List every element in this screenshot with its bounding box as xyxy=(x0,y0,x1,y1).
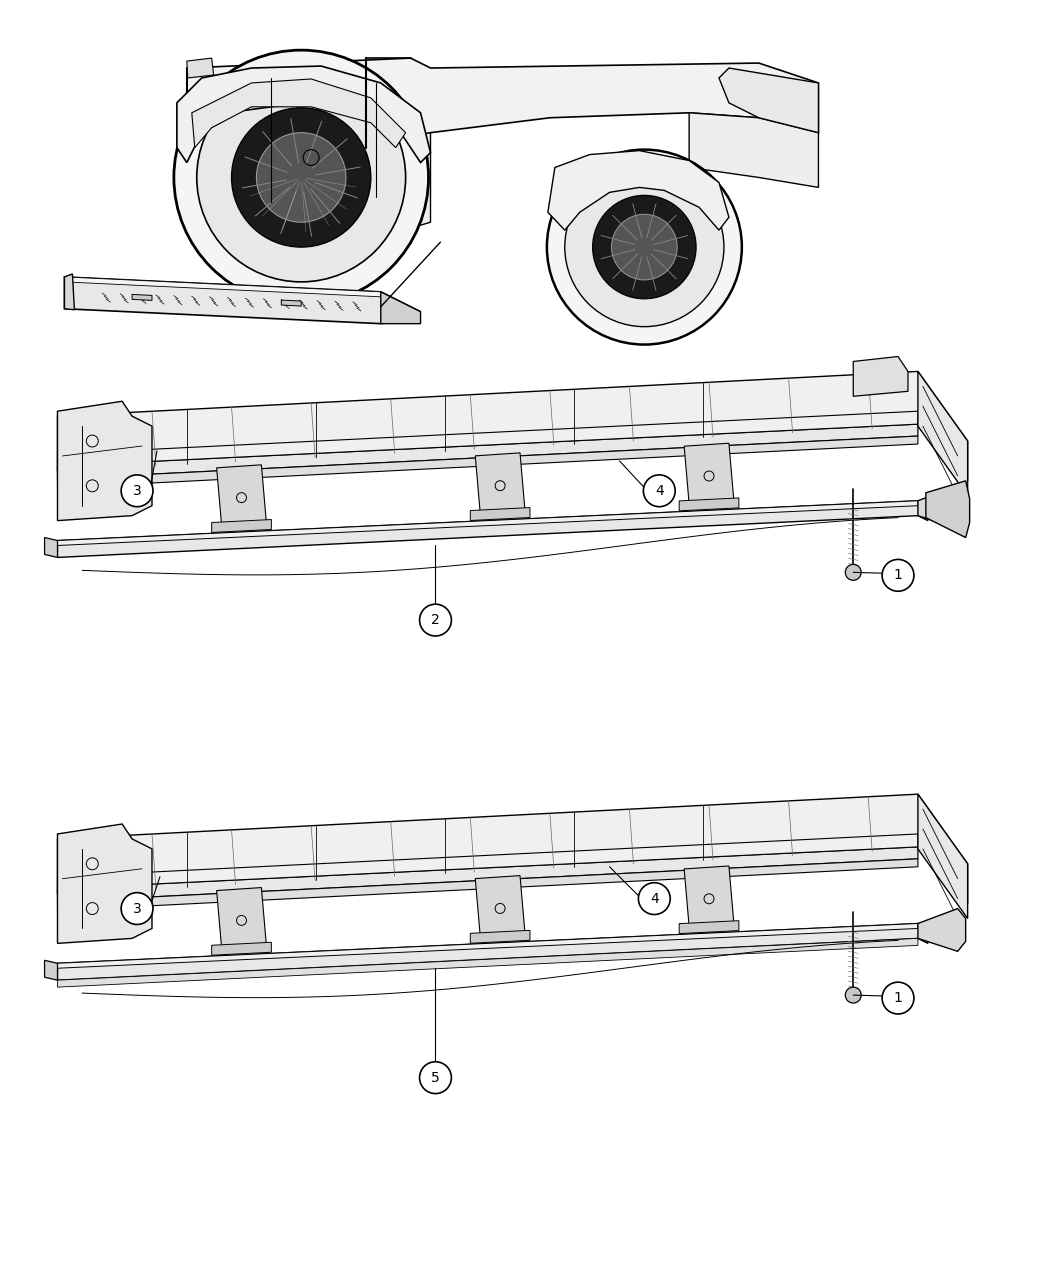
Text: 4: 4 xyxy=(650,891,658,905)
Polygon shape xyxy=(685,866,734,927)
Polygon shape xyxy=(679,921,739,933)
Polygon shape xyxy=(212,942,271,955)
Polygon shape xyxy=(187,59,818,148)
Circle shape xyxy=(845,987,861,1003)
Polygon shape xyxy=(192,79,405,148)
Circle shape xyxy=(420,1062,451,1094)
Polygon shape xyxy=(381,292,421,324)
Polygon shape xyxy=(58,412,918,465)
Polygon shape xyxy=(470,507,530,520)
Polygon shape xyxy=(719,68,818,133)
Circle shape xyxy=(174,50,428,305)
Polygon shape xyxy=(58,371,968,481)
Polygon shape xyxy=(187,68,430,237)
Polygon shape xyxy=(187,59,213,78)
Circle shape xyxy=(644,474,675,506)
Text: 1: 1 xyxy=(894,991,902,1005)
Circle shape xyxy=(547,149,742,344)
Polygon shape xyxy=(176,66,430,162)
Polygon shape xyxy=(58,923,928,980)
Polygon shape xyxy=(58,834,918,889)
Polygon shape xyxy=(58,847,918,901)
Polygon shape xyxy=(58,923,918,968)
Circle shape xyxy=(565,167,723,326)
Circle shape xyxy=(611,214,677,280)
Polygon shape xyxy=(58,501,918,546)
Polygon shape xyxy=(918,794,968,918)
Circle shape xyxy=(121,474,153,506)
Polygon shape xyxy=(44,960,58,980)
Polygon shape xyxy=(44,538,58,557)
Circle shape xyxy=(882,560,914,592)
Circle shape xyxy=(420,604,451,636)
Circle shape xyxy=(638,882,670,914)
Polygon shape xyxy=(58,859,918,910)
Polygon shape xyxy=(476,876,525,936)
Text: 1: 1 xyxy=(894,569,902,583)
Text: 3: 3 xyxy=(132,901,142,915)
Polygon shape xyxy=(918,909,966,951)
Circle shape xyxy=(196,73,405,282)
Text: 3: 3 xyxy=(132,483,142,497)
Polygon shape xyxy=(58,824,152,944)
Polygon shape xyxy=(58,402,152,520)
Polygon shape xyxy=(64,277,381,297)
Polygon shape xyxy=(918,486,966,529)
Polygon shape xyxy=(58,938,918,987)
Polygon shape xyxy=(58,436,918,488)
Circle shape xyxy=(121,892,153,924)
Circle shape xyxy=(232,108,371,247)
Polygon shape xyxy=(216,887,267,949)
Circle shape xyxy=(592,195,696,298)
Polygon shape xyxy=(679,499,739,511)
Polygon shape xyxy=(58,501,928,557)
Polygon shape xyxy=(918,371,968,496)
Polygon shape xyxy=(854,357,908,397)
Polygon shape xyxy=(58,425,918,479)
Polygon shape xyxy=(64,277,421,324)
Polygon shape xyxy=(548,150,729,231)
Polygon shape xyxy=(281,300,301,306)
Text: 2: 2 xyxy=(432,613,440,627)
Polygon shape xyxy=(476,453,525,514)
Polygon shape xyxy=(685,444,734,504)
Circle shape xyxy=(882,982,914,1014)
Polygon shape xyxy=(64,274,75,310)
Text: 4: 4 xyxy=(655,483,664,497)
Polygon shape xyxy=(689,112,818,187)
Polygon shape xyxy=(58,794,968,904)
Polygon shape xyxy=(470,931,530,944)
Polygon shape xyxy=(212,519,271,533)
Polygon shape xyxy=(926,481,969,538)
Circle shape xyxy=(256,133,345,222)
Polygon shape xyxy=(216,465,267,525)
Text: 5: 5 xyxy=(432,1071,440,1085)
Circle shape xyxy=(845,565,861,580)
Polygon shape xyxy=(132,295,152,301)
